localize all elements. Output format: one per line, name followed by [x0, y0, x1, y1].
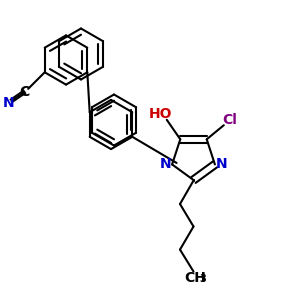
- Text: 3: 3: [199, 274, 206, 284]
- Text: CH: CH: [184, 271, 206, 285]
- Text: N: N: [3, 96, 14, 110]
- Text: N: N: [216, 158, 227, 172]
- Text: N: N: [160, 158, 171, 172]
- Text: Cl: Cl: [222, 113, 237, 128]
- Text: HO: HO: [148, 107, 172, 121]
- Text: C: C: [19, 85, 29, 99]
